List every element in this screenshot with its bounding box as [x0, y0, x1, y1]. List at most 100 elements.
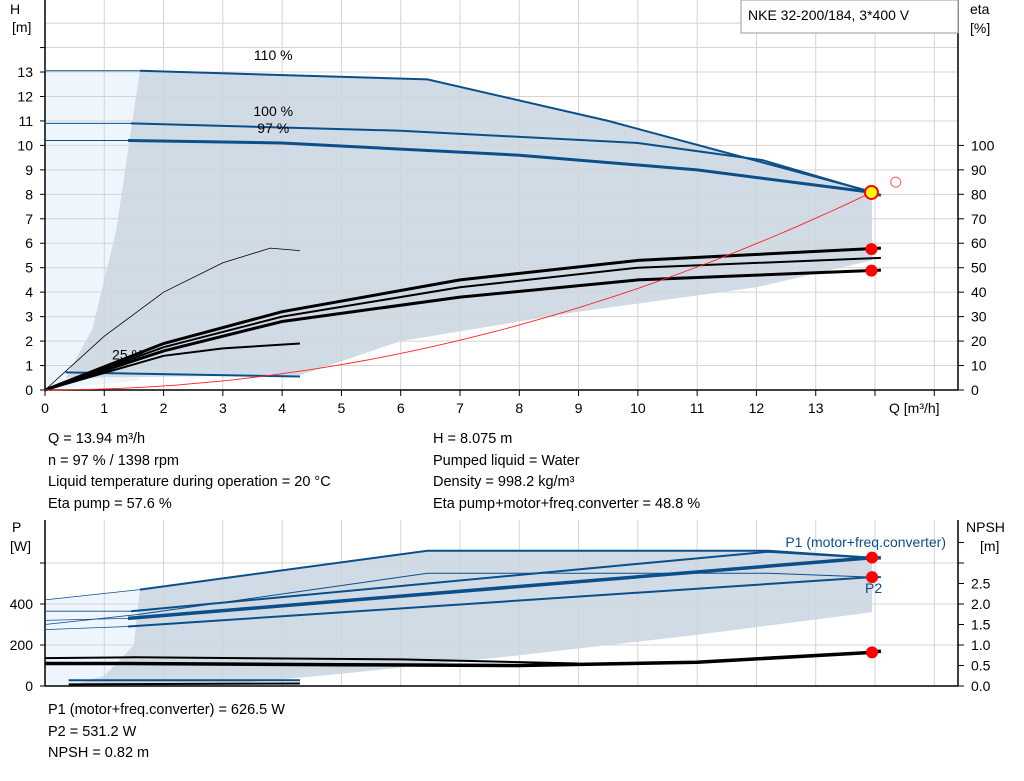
power-curve-thin [44, 618, 129, 621]
y-tick-label-left: 1 [25, 358, 33, 374]
efficiency-curve [44, 247, 300, 391]
y-axis-unit-right: [m] [980, 538, 999, 554]
info-density: Density = 998.2 kg/m³ [433, 474, 575, 490]
system-curve [44, 192, 872, 391]
y-tick-label-right: 1.0 [971, 637, 991, 653]
y-tick-label-right: 1.5 [971, 617, 991, 633]
y-axis-label-right: NPSH [966, 519, 1005, 535]
efficiency-point [865, 264, 878, 277]
power-curve [130, 550, 873, 613]
info-flow: Q = 13.94 m³/h [48, 431, 146, 447]
chart-title: NKE 32-200/184, 3*400 V [748, 7, 910, 23]
y-tick-label-left: 9 [25, 162, 33, 178]
curve-label: 110 % [254, 47, 293, 63]
y-tick-label-left: 11 [18, 113, 33, 129]
y-tick-label-right: 30 [971, 309, 987, 325]
p2-point [866, 571, 879, 584]
y-axis-unit-left: [m] [12, 19, 31, 35]
x-tick-label: 13 [808, 400, 824, 416]
info-bottom: P1 (motor+freq.converter) = 626.5 W P2 =… [48, 700, 285, 765]
y-tick-label-left: 3 [25, 309, 33, 325]
x-tick-label: 7 [456, 400, 464, 416]
y-tick-label-right: 10 [971, 358, 987, 374]
x-tick-label: 2 [160, 400, 168, 416]
power-curve-thin [44, 589, 140, 601]
y-tick-label-left: 400 [10, 596, 34, 612]
info-left: Q = 13.94 m³/h n = 97 % / 1398 rpm Liqui… [48, 429, 331, 515]
head-curve [130, 122, 873, 194]
y-tick-label-left: 13 [17, 64, 33, 80]
operating-region-power [68, 550, 872, 686]
efficiency-curve [44, 268, 881, 392]
y-axis-unit-left: [W] [10, 538, 31, 554]
y-tick-label-left: 6 [25, 235, 33, 251]
info-p2: P2 = 531.2 W [48, 723, 137, 740]
info-speed: n = 97 % / 1398 rpm [48, 452, 179, 469]
npsh-curve [68, 682, 300, 686]
x-tick-label: 6 [397, 400, 405, 416]
x-tick-label: 10 [630, 400, 646, 416]
y-axis-label-right: eta [970, 1, 990, 17]
y-tick-label-left: 0 [25, 678, 33, 694]
y-tick-label-left: 5 [25, 260, 33, 276]
info-eta-total: Eta pump+motor+freq.converter = 48.8 % [433, 495, 701, 512]
open-marker [890, 176, 902, 188]
power-curve [139, 572, 873, 615]
y-tick-label-left: 0 [25, 382, 33, 398]
y-tick-label-left: 4 [25, 284, 33, 300]
y-tick-label-right: 50 [971, 260, 987, 276]
y-axis-label-left: P [12, 519, 21, 535]
y-tick-label-left: 8 [25, 186, 33, 202]
x-tick-label: 9 [575, 400, 583, 416]
y-tick-label-left: 12 [17, 88, 33, 104]
duty-point [863, 184, 879, 200]
x-tick-label: 1 [100, 400, 108, 416]
info-temperature: Liquid temperature during operation = 20… [48, 474, 331, 490]
efficiency-curve [44, 246, 881, 392]
x-axis-label: Q [m³/h] [889, 400, 940, 416]
power-curve-thin [44, 613, 140, 625]
info-npsh: NPSH = 0.82 m [48, 745, 150, 761]
x-tick-label: 5 [338, 400, 346, 416]
p1-label: P1 (motor+freq.converter) [785, 534, 946, 550]
x-tick-label: 0 [41, 400, 49, 416]
y-tick-label-right: 0 [971, 382, 979, 398]
efficiency-curve [44, 256, 881, 391]
y-tick-label-right: 2.5 [971, 576, 991, 592]
npsh-curve [44, 656, 579, 665]
efficiency-point [865, 243, 878, 256]
x-tick-label: 3 [219, 400, 227, 416]
operating-region [65, 70, 873, 378]
y-axis-label-left: H [10, 1, 20, 17]
p1-point [866, 551, 879, 564]
info-liquid: Pumped liquid = Water [433, 452, 580, 469]
info-head: H = 8.075 m [433, 431, 513, 447]
y-tick-label-left: 7 [25, 211, 33, 227]
x-tick-label: 4 [278, 400, 286, 416]
y-tick-label-left: 2 [25, 333, 33, 349]
npsh-point [866, 646, 879, 659]
y-tick-label-right: 70 [971, 211, 987, 227]
title-box [740, 0, 959, 34]
y-tick-label-right: 20 [971, 333, 987, 349]
y-tick-label-right: 100 [971, 137, 995, 153]
power-curve-thin [44, 626, 129, 630]
curve-label: 25 % [112, 346, 144, 362]
y-axis-unit-right: [%] [970, 20, 990, 36]
info-eta-pump: Eta pump = 57.6 % [48, 495, 172, 512]
y-tick-label-right: 40 [971, 284, 987, 300]
info-p1: P1 (motor+freq.converter) = 626.5 W [48, 702, 285, 718]
curve-label: 100 % [253, 103, 293, 119]
y-tick-label-left: 200 [10, 637, 34, 653]
curve-label: 97 % [257, 120, 289, 136]
x-tick-label: 12 [749, 400, 765, 416]
p2-label: P2 [865, 580, 882, 596]
x-tick-label: 11 [690, 400, 705, 416]
y-tick-label-left: 10 [17, 137, 33, 153]
y-tick-label-right: 2.0 [971, 596, 991, 612]
x-tick-label: 8 [515, 400, 523, 416]
y-tick-label-right: 90 [971, 162, 987, 178]
y-tick-label-right: 0.0 [971, 678, 991, 694]
y-tick-label-right: 80 [971, 186, 987, 202]
